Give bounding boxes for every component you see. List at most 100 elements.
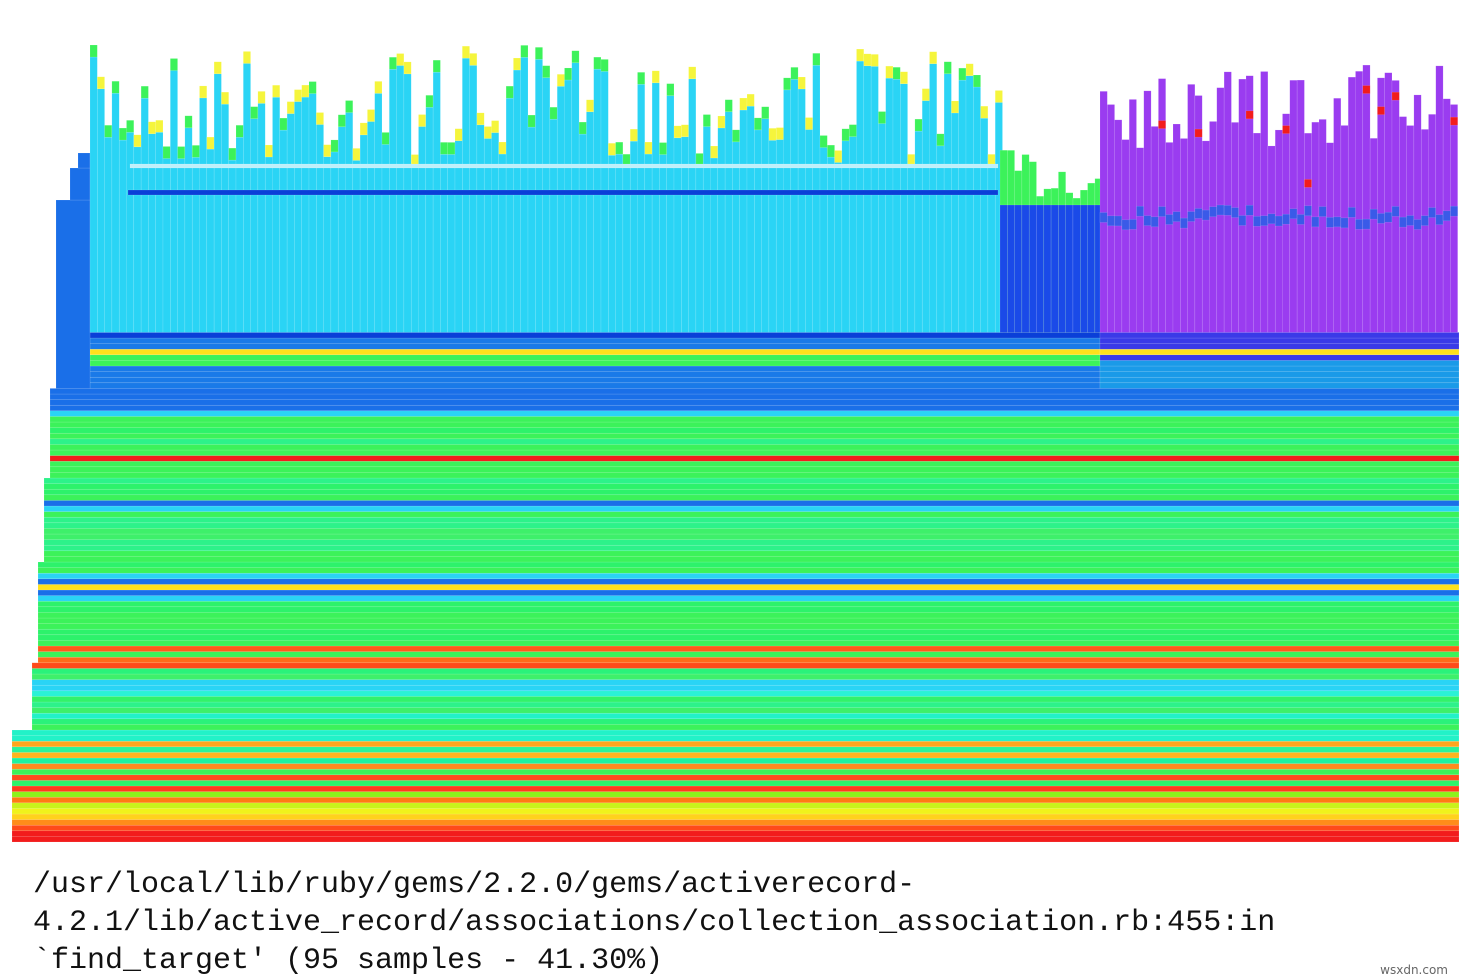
- frame[interactable]: [89, 354, 1101, 361]
- frame[interactable]: [710, 157, 719, 333]
- frame[interactable]: [1253, 216, 1261, 227]
- frame[interactable]: [31, 707, 1459, 714]
- frame[interactable]: [702, 126, 711, 333]
- frame[interactable]: [11, 757, 1459, 764]
- frame[interactable]: [140, 85, 149, 99]
- frame[interactable]: [921, 88, 930, 101]
- frame[interactable]: [264, 144, 273, 158]
- frame[interactable]: [447, 142, 456, 155]
- frame[interactable]: [1253, 132, 1261, 333]
- frame[interactable]: [513, 69, 521, 333]
- frame[interactable]: [666, 83, 675, 96]
- frame[interactable]: [235, 124, 244, 138]
- frame[interactable]: [49, 421, 1459, 428]
- frame[interactable]: [593, 56, 602, 70]
- frame[interactable]: [936, 133, 945, 147]
- frame[interactable]: [1165, 214, 1174, 225]
- frame[interactable]: [89, 382, 1101, 389]
- frame[interactable]: [958, 79, 967, 333]
- frame[interactable]: [1428, 207, 1437, 218]
- frame[interactable]: [440, 142, 448, 155]
- frame[interactable]: [43, 500, 1459, 507]
- frame[interactable]: [469, 53, 478, 66]
- frame[interactable]: [688, 66, 697, 80]
- frame[interactable]: [834, 162, 843, 333]
- frame[interactable]: [11, 791, 1459, 798]
- frame[interactable]: [1326, 142, 1334, 333]
- frame[interactable]: [900, 71, 908, 85]
- frame[interactable]: [965, 75, 974, 333]
- frame[interactable]: [724, 99, 733, 112]
- frame[interactable]: [199, 85, 208, 99]
- frame[interactable]: [43, 522, 1459, 529]
- frame[interactable]: [49, 410, 1459, 417]
- frame[interactable]: [199, 97, 208, 333]
- frame[interactable]: [629, 128, 638, 142]
- frame[interactable]: [345, 112, 354, 333]
- frame[interactable]: [43, 556, 1459, 563]
- frame[interactable]: [885, 77, 894, 333]
- frame[interactable]: [155, 131, 164, 333]
- frame[interactable]: [170, 58, 178, 71]
- frame[interactable]: [11, 740, 1459, 748]
- frame[interactable]: [469, 65, 478, 333]
- frame[interactable]: [1420, 129, 1429, 333]
- frame[interactable]: [1180, 138, 1188, 333]
- frame[interactable]: [1099, 354, 1459, 361]
- frame[interactable]: [571, 62, 580, 333]
- frame[interactable]: [600, 59, 609, 72]
- frame[interactable]: [659, 154, 667, 333]
- frame[interactable]: [1362, 85, 1371, 94]
- frame[interactable]: [37, 623, 1459, 630]
- frame[interactable]: [37, 617, 1459, 624]
- frame[interactable]: [316, 112, 324, 125]
- frame[interactable]: [403, 61, 412, 75]
- frame[interactable]: [834, 150, 843, 163]
- frame[interactable]: [1311, 216, 1320, 228]
- frame[interactable]: [31, 684, 1459, 692]
- frame[interactable]: [761, 118, 770, 333]
- frame[interactable]: [535, 47, 543, 60]
- frame[interactable]: [1355, 219, 1364, 230]
- frame[interactable]: [89, 44, 98, 58]
- frame[interactable]: [272, 84, 281, 98]
- frame[interactable]: [1158, 120, 1166, 129]
- frame[interactable]: [965, 63, 974, 77]
- frame[interactable]: [1362, 218, 1371, 230]
- frame[interactable]: [1143, 90, 1152, 333]
- frame[interactable]: [43, 539, 1459, 546]
- frame[interactable]: [527, 126, 536, 333]
- frame[interactable]: [608, 154, 616, 333]
- frame[interactable]: [462, 57, 470, 333]
- frame[interactable]: [250, 118, 259, 333]
- frame[interactable]: [1099, 343, 1459, 350]
- frame[interactable]: [1399, 216, 1407, 228]
- frame[interactable]: [308, 93, 317, 333]
- frame[interactable]: [586, 99, 594, 113]
- frame[interactable]: [936, 145, 945, 333]
- frame[interactable]: [491, 120, 500, 133]
- frame[interactable]: [1099, 365, 1459, 372]
- frame[interactable]: [11, 780, 1459, 787]
- frame[interactable]: [1318, 206, 1327, 217]
- frame[interactable]: [914, 118, 923, 132]
- frame[interactable]: [31, 718, 1459, 725]
- frame[interactable]: [126, 132, 135, 333]
- frame[interactable]: [286, 113, 295, 333]
- frame[interactable]: [710, 145, 719, 159]
- frame[interactable]: [1384, 211, 1393, 223]
- frame[interactable]: [323, 144, 332, 157]
- frame[interactable]: [43, 528, 1459, 535]
- frame[interactable]: [37, 651, 1459, 658]
- frame[interactable]: [37, 567, 1459, 574]
- frame[interactable]: [49, 466, 1459, 473]
- frame[interactable]: [790, 67, 799, 80]
- frame[interactable]: [191, 145, 200, 158]
- frame[interactable]: [1143, 215, 1152, 226]
- frame[interactable]: [37, 595, 1459, 602]
- frame[interactable]: [1194, 128, 1203, 138]
- frame[interactable]: [1377, 77, 1385, 333]
- frame[interactable]: [425, 107, 434, 333]
- frame[interactable]: [870, 54, 879, 67]
- frame[interactable]: [637, 84, 646, 333]
